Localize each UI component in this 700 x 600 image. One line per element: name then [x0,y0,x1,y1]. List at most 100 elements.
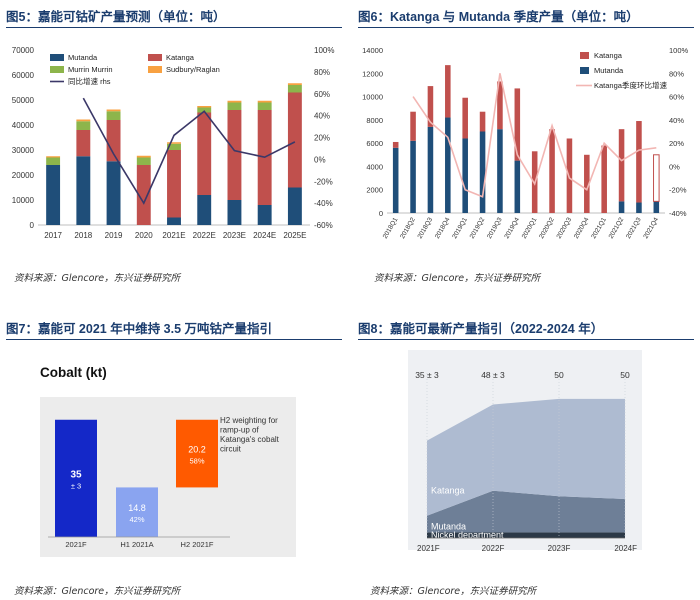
fig6-bar-katanga [462,97,468,139]
fig6-y-tick: 10000 [362,93,383,102]
fig5-title-rule [6,27,342,28]
fig6-bar-mutanda [462,138,468,213]
fig5-bar-mutanda [257,205,272,225]
fig5-bar-katanga [136,165,151,225]
fig6-bar-katanga [479,111,486,132]
fig6-chart: 0 2000 4000 6000 8000 10000 12000 14000 -40% -20%… [362,46,689,240]
fig6-x-tick: 2020Q2 [538,216,556,240]
fig5-bar-sudbury-raglan [46,156,61,158]
fig6-x-tick: 2018Q4 [434,216,452,240]
fig6-bar-mutanda [427,126,434,213]
fig7-bar-value: 35 [70,469,82,480]
fig8-source: 资料来源：Glencore，东兴证券研究所 [370,586,537,597]
fig5-x-tick: 2019 [105,231,123,240]
fig6-x-tick: 2018Q1 [382,216,400,240]
fig6-x-tick: 2019Q3 [486,216,504,240]
fig5-y2-tick: -40% [314,199,333,208]
fig5-y2-tick: -60% [314,221,333,230]
fig5-bar-katanga [197,112,212,195]
fig7-source: 资料来源：Glencore，东兴证券研究所 [14,586,181,597]
fig5-bar-murrin-murrin [106,111,121,120]
fig5-bar-sudbury-raglan [197,106,212,108]
fig6-legend-label: Mutanda [594,66,624,75]
fig5-bar-murrin-murrin [227,102,242,110]
fig5-bar-sudbury-raglan [227,100,242,103]
fig6-bar-katanga [445,65,451,118]
fig8-series-label: Mutanda [431,521,466,531]
fig5-y2-tick: 60% [314,90,330,99]
fig6-bar-mutanda [636,202,642,213]
fig5-y2-tick: 0% [314,155,326,164]
fig5-bar-murrin-murrin [136,157,151,165]
fig5-bar-sudbury-raglan [106,109,121,112]
fig5-bar-murrin-murrin [287,85,302,93]
fig5-bar-mutanda [227,200,242,225]
fig5-chart: 0 10000 20000 30000 40000 50000 60000 70000 -60%… [12,46,335,240]
fig6-legend-swatch [580,67,589,74]
fig7-x-tick: 2021F [65,540,87,549]
fig6-y2-tick: 80% [669,69,684,78]
fig7-chart-title: Cobalt (kt) [40,365,107,380]
fig6-bar-katanga [514,88,521,161]
fig7-x-tick: H2 2021F [181,540,214,549]
fig8-top-label: 48 ± 3 [481,370,505,380]
fig5-bar-katanga [287,92,302,188]
fig6-y2-tick: 100% [669,46,689,55]
fig6-bar-mutanda [653,201,660,213]
fig7-bar-value: 20.2 [188,445,206,455]
fig6-y-tick: 6000 [366,139,383,148]
fig5-bar-murrin-murrin [46,157,61,165]
fig5-x-tick: 2023E [223,231,246,240]
fig5-x-tick: 2022E [193,231,216,240]
fig7-x-tick: H1 2021A [120,540,153,549]
fig8-area-nickel [427,532,625,538]
fig6-bar-katanga [549,129,555,213]
fig5-bar-mutanda [76,156,91,225]
fig6-x-tick: 2021Q2 [608,216,626,240]
fig5-bar-murrin-murrin [76,121,91,130]
fig5-bar-katanga [106,120,121,162]
fig7-bar-1 [55,419,97,537]
fig6-bar-mutanda [479,131,486,213]
fig7-bar-value: 14.8 [128,503,146,513]
fig8-x-tick: 2023F [548,544,571,553]
fig5-y-tick: 40000 [12,121,35,130]
fig6-x-tick: 2018Q2 [399,216,417,240]
fig8-x-tick: 2022F [482,544,505,553]
fig5-bar-mutanda [287,187,302,225]
fig5-bar-mutanda [106,161,121,225]
fig5-legend-label: Mutanda [68,53,98,62]
fig5-y-tick: 20000 [12,171,35,180]
fig6-x-tick: 2019Q2 [469,216,487,240]
fig7-chart: Cobalt (kt) 35± 3 2021F 14.8 42% H1 2021A 20.2… [30,357,330,557]
fig7-title-rule [6,339,342,340]
fig5-x-tick: 2024E [253,231,276,240]
fig5-bar-murrin-murrin [197,107,212,113]
fig6-legend-label: Katanga [594,51,623,60]
fig6-bar-katanga [601,145,607,213]
fig6-source: 资料来源：Glencore，东兴证券研究所 [374,273,541,284]
fig8-title: 图8：嘉能可最新产量指引（2022-2024 年） [358,322,604,336]
fig6-y-tick: 2000 [366,186,383,195]
fig6-bar-mutanda [497,129,503,213]
fig5-bar-sudbury-raglan [257,100,272,103]
fig5-y2-tick: 40% [314,112,330,121]
fig5-bar-sudbury-raglan [136,155,151,158]
fig6-legend-label: Katanga季度环比增速 [594,80,667,90]
fig5-title: 图5：嘉能可钴矿产量预测（单位：吨） [6,10,226,24]
fig6-qoq-line [412,73,657,198]
fig5-legend-swatch [50,54,64,61]
fig5-bar-katanga [76,130,91,157]
fig5-source: 资料来源：Glencore，东兴证券研究所 [14,273,181,284]
fig5-legend-label: Sudbury/Raglan [166,65,220,74]
fig5-y-tick: 60000 [12,71,35,80]
fig5-bar-murrin-murrin [167,143,181,150]
fig6-y2-tick: -40% [669,209,687,218]
fig8-top-label: 35 ± 3 [415,370,439,380]
fig6-bar-katanga [618,129,625,202]
fig5-y-tick: 10000 [12,196,35,205]
fig6-bar-mutanda [410,140,416,213]
fig5-bar-sudbury-raglan [76,119,91,122]
fig5-y2-tick: 20% [314,134,330,143]
